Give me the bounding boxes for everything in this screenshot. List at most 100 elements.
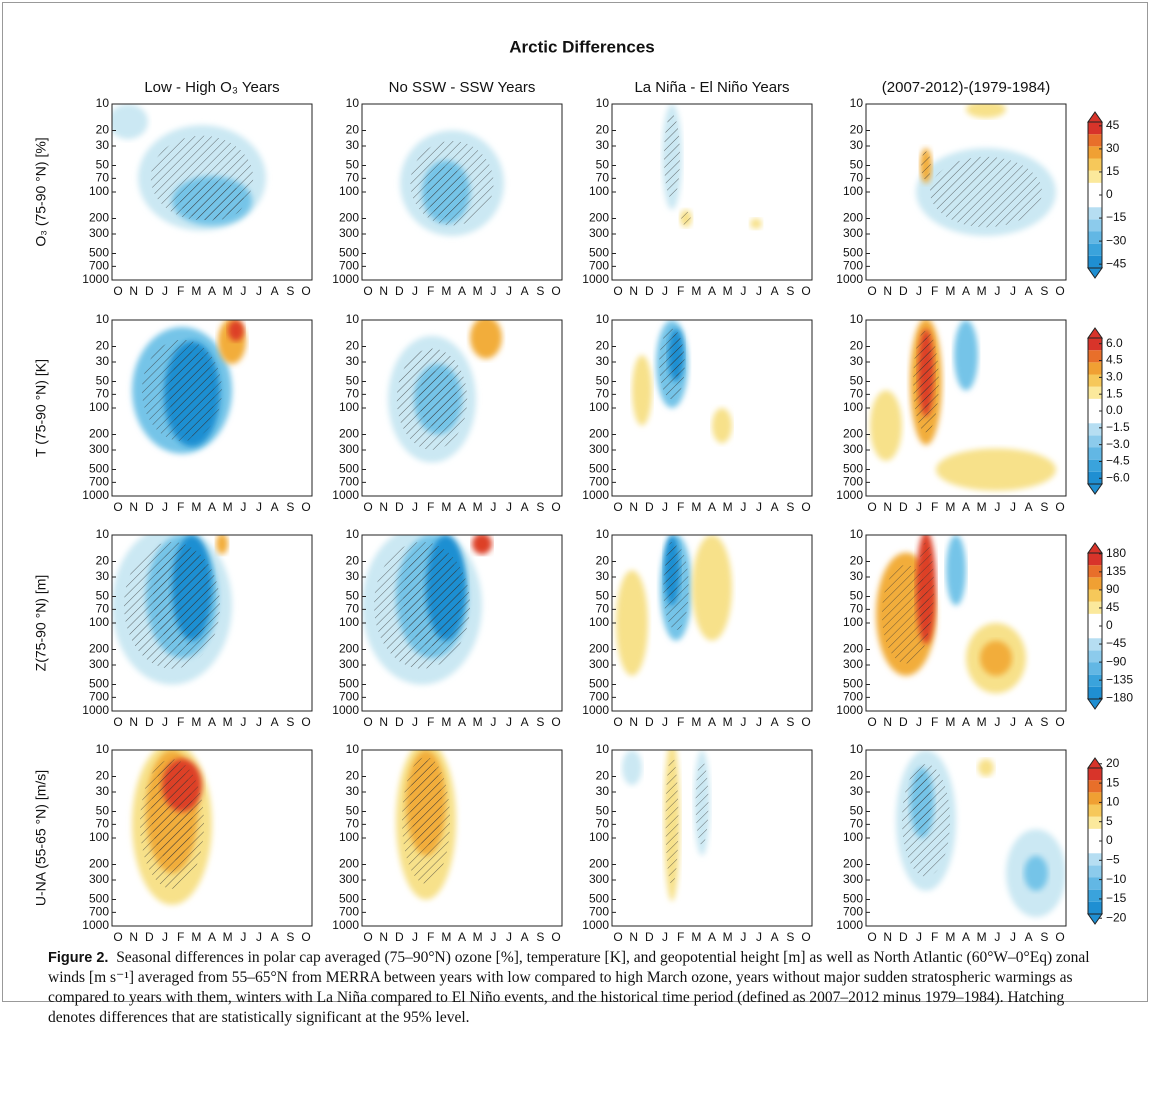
- hatching: [930, 156, 1042, 228]
- plot-frame: [611, 103, 813, 281]
- x-tick-label: M: [723, 930, 733, 944]
- contour-region: [966, 104, 1006, 119]
- x-tick-label: J: [994, 715, 1000, 729]
- x-tick-label: O: [363, 930, 372, 944]
- x-tick-label: N: [629, 715, 638, 729]
- hatching: [410, 760, 442, 846]
- x-tick-label: D: [145, 500, 154, 514]
- contour-region: [980, 640, 1012, 676]
- y-tick-label: 70: [346, 387, 360, 401]
- x-tick-label: J: [756, 284, 762, 298]
- x-tick-label: M: [945, 500, 955, 514]
- y-tick-label: 20: [850, 769, 864, 783]
- contour-region: [616, 570, 648, 676]
- x-tick-label: M: [473, 715, 483, 729]
- x-tick-label: O: [301, 715, 310, 729]
- x-tick-label: O: [801, 715, 810, 729]
- x-tick-label: F: [427, 715, 434, 729]
- x-tick-label: O: [113, 500, 122, 514]
- colorbar-arrow: [1087, 698, 1103, 710]
- x-tick-label: O: [801, 284, 810, 298]
- x-tick-label: J: [740, 500, 746, 514]
- y-tick-label: 50: [596, 374, 610, 388]
- x-tick-label: N: [129, 284, 138, 298]
- y-tick-label: 70: [596, 387, 610, 401]
- colorbar-segment: [1088, 195, 1102, 208]
- x-tick-label: O: [113, 715, 122, 729]
- y-tick-label: 30: [596, 354, 610, 368]
- colorbar-segment: [1088, 374, 1102, 387]
- x-tick-label: J: [662, 930, 668, 944]
- y-tick-label: 70: [596, 171, 610, 185]
- y-tick-label: 50: [346, 804, 360, 818]
- y-tick-label: 200: [589, 211, 609, 225]
- x-tick-label: M: [723, 284, 733, 298]
- y-tick-label: 100: [89, 400, 109, 414]
- x-tick-label: A: [1025, 284, 1033, 298]
- y-tick-label: 200: [339, 642, 359, 656]
- x-tick-label: F: [427, 930, 434, 944]
- x-tick-label: J: [916, 715, 922, 729]
- x-tick-label: J: [506, 284, 512, 298]
- colorbar-tick-label: 5: [1106, 814, 1113, 828]
- y-tick-label: 10: [346, 312, 360, 326]
- y-tick-label: 70: [596, 602, 610, 616]
- x-tick-label: A: [208, 500, 216, 514]
- x-tick-label: A: [271, 715, 279, 729]
- figure-frame: [2, 2, 1148, 1002]
- y-tick-label: 1000: [582, 488, 609, 502]
- x-tick-label: F: [931, 284, 938, 298]
- colorbar-segment: [1088, 219, 1102, 232]
- colorbar-segment: [1088, 350, 1102, 363]
- x-tick-label: J: [740, 930, 746, 944]
- field: [132, 750, 212, 905]
- x-tick-label: S: [536, 500, 544, 514]
- x-tick-label: N: [629, 930, 638, 944]
- y-tick-label: 1000: [836, 918, 863, 932]
- y-tick-label: 70: [96, 171, 110, 185]
- x-tick-label: O: [113, 284, 122, 298]
- x-tick-label: A: [458, 284, 466, 298]
- colorbar-segment: [1088, 768, 1102, 781]
- x-tick-label: M: [473, 284, 483, 298]
- y-tick-label: 100: [339, 184, 359, 198]
- colorbar-segment: [1088, 626, 1102, 639]
- x-tick-label: D: [899, 715, 908, 729]
- colorbar-arrow: [1087, 267, 1103, 279]
- x-tick-label: N: [883, 930, 892, 944]
- column-title: No SSW - SSW Years: [389, 79, 536, 96]
- hatching: [919, 337, 933, 408]
- x-tick-label: J: [756, 500, 762, 514]
- x-tick-label: D: [145, 930, 154, 944]
- hatching: [180, 181, 244, 221]
- hatching: [918, 542, 934, 633]
- hatching: [882, 564, 930, 664]
- y-tick-label: 30: [850, 784, 864, 798]
- contour-region: [632, 355, 652, 426]
- y-tick-label: 10: [346, 527, 360, 541]
- y-tick-label: 70: [96, 817, 110, 831]
- y-tick-label: 30: [850, 138, 864, 152]
- x-tick-label: A: [708, 500, 716, 514]
- y-tick-label: 50: [96, 374, 110, 388]
- contour-region: [712, 408, 732, 444]
- x-tick-label: A: [708, 284, 716, 298]
- y-tick-label: 700: [89, 259, 109, 273]
- x-tick-label: S: [1040, 284, 1048, 298]
- x-tick-label: M: [977, 284, 987, 298]
- y-tick-label: 200: [89, 642, 109, 656]
- y-tick-label: 30: [346, 784, 360, 798]
- y-tick-label: 50: [96, 158, 110, 172]
- colorbar-tick-label: −20: [1106, 910, 1127, 924]
- x-tick-label: M: [473, 500, 483, 514]
- x-tick-label: J: [412, 284, 418, 298]
- y-tick-label: 700: [843, 475, 863, 489]
- colorbar-segment: [1088, 901, 1102, 914]
- y-tick-label: 500: [843, 462, 863, 476]
- x-tick-label: D: [899, 500, 908, 514]
- contour-region: [946, 535, 966, 606]
- x-tick-label: A: [521, 284, 529, 298]
- y-tick-label: 300: [89, 872, 109, 886]
- x-tick-label: M: [723, 500, 733, 514]
